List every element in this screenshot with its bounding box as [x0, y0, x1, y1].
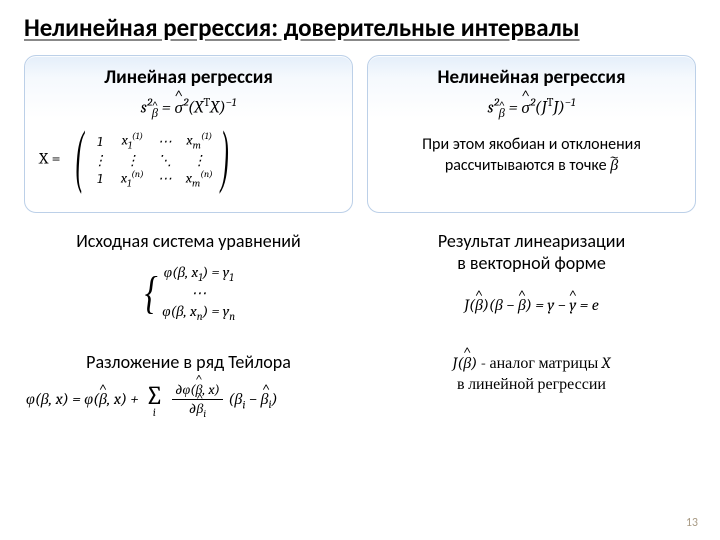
taylor-expansion: φ(β, x) = φ(β, x) + ∑i ∂φ(β, x)∂βi (βi −…: [26, 381, 353, 420]
panel-linear-title: Линейная регрессия: [39, 66, 338, 89]
system-equations: { φ(β, x1) = y1 ⋯ φ(β, xn) = yn: [24, 263, 353, 323]
page-number: 13: [686, 516, 698, 530]
columns-row: Исходная система уравнений { φ(β, x1) = …: [0, 213, 720, 419]
jacobian-note: J(β) - аналог матрицы Xв линейной регрес…: [367, 353, 696, 395]
right-h1: Результат линеаризации в векторной форме: [367, 231, 696, 274]
linearization-eq: J(β)(β − β) = y − y = e: [367, 296, 696, 315]
panel-linear-matrix: X = ( 1x1(1)⋯xm(1) ⋮⋮⋱⋮ 1x1(n)⋯xm(n) ): [39, 127, 338, 193]
panel-nonlinear: Нелинейная регрессия s²β = σ²(JTJ)−1 При…: [367, 55, 696, 213]
left-column: Исходная система уравнений { φ(β, x1) = …: [24, 231, 353, 419]
left-h2: Разложение в ряд Тейлора: [24, 351, 353, 373]
panel-nonlinear-formula: s²β = σ²(JTJ)−1: [382, 95, 681, 121]
panel-linear-formula: s²β = σ²(XTX)−1: [39, 95, 338, 121]
panel-linear: Линейная регрессия s²β = σ²(XTX)−1 X = (…: [24, 55, 353, 213]
panel-nonlinear-note: При этом якобиан и отклонения рассчитыва…: [382, 135, 681, 176]
slide-title: Нелинейная регрессия: доверительные инте…: [0, 0, 720, 43]
left-h1: Исходная система уравнений: [24, 231, 353, 253]
panel-nonlinear-title: Нелинейная регрессия: [382, 66, 681, 89]
right-column: Результат линеаризации в векторной форме…: [367, 231, 696, 419]
panels-row: Линейная регрессия s²β = σ²(XTX)−1 X = (…: [0, 43, 720, 213]
